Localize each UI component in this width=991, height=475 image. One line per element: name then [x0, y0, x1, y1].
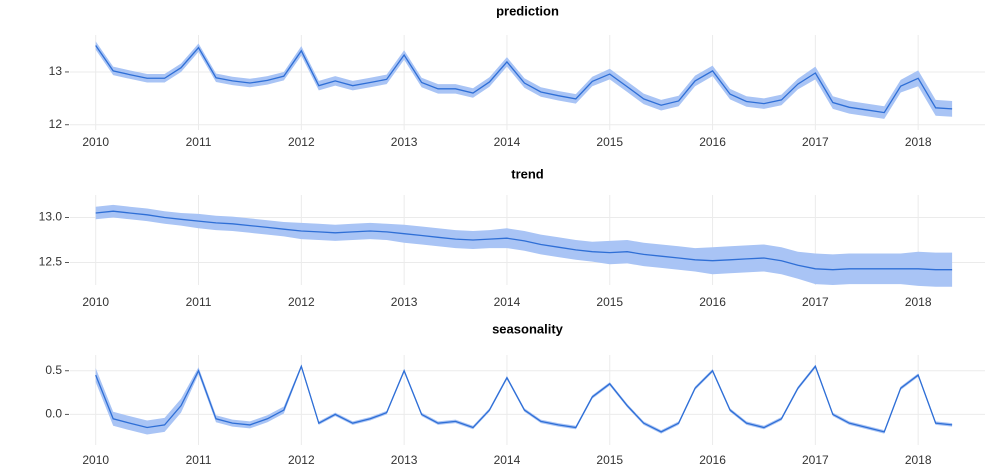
x-tick-label: 2014 [494, 295, 521, 309]
panel-title: trend [511, 166, 544, 181]
x-tick-label: 2013 [391, 453, 418, 467]
x-tick-label: 2012 [288, 295, 315, 309]
x-tick-label: 2017 [802, 135, 829, 149]
x-tick-label: 2011 [186, 295, 212, 309]
x-tick-label: 2016 [699, 453, 726, 467]
x-tick-label: 2011 [186, 453, 212, 467]
x-tick-label: 2014 [494, 135, 521, 149]
x-tick-label: 2015 [596, 135, 623, 149]
series-line [95, 45, 953, 114]
y-tick-label: 13 [49, 64, 63, 78]
x-tick-label: 2016 [699, 135, 726, 149]
x-tick-label: 2012 [288, 453, 315, 467]
uncertainty-band [95, 204, 953, 287]
x-tick-label: 2018 [905, 135, 932, 149]
x-tick-label: 2018 [905, 295, 932, 309]
series-line [95, 364, 953, 433]
x-tick-label: 2015 [596, 295, 623, 309]
x-tick-label: 2017 [802, 453, 829, 467]
x-tick-label: 2010 [82, 453, 109, 467]
x-tick-label: 2011 [186, 135, 212, 149]
y-tick-label: 13.0 [39, 210, 63, 224]
x-tick-label: 2014 [494, 453, 521, 467]
uncertainty-band [95, 364, 953, 435]
x-tick-label: 2012 [288, 135, 315, 149]
uncertainty-band [95, 41, 953, 119]
x-tick-label: 2010 [82, 135, 109, 149]
x-tick-label: 2016 [699, 295, 726, 309]
y-tick-label: 12 [49, 117, 63, 131]
x-tick-label: 2018 [905, 453, 932, 467]
x-tick-label: 2013 [391, 135, 418, 149]
x-tick-label: 2015 [596, 453, 623, 467]
y-tick-label: 0.0 [45, 407, 62, 421]
x-tick-label: 2010 [82, 295, 109, 309]
x-tick-label: 2013 [391, 295, 418, 309]
panel-title: seasonality [492, 321, 564, 336]
series-line [95, 210, 953, 271]
y-tick-label: 12.5 [39, 255, 63, 269]
panel-title: prediction [496, 3, 559, 18]
y-tick-label: 0.5 [45, 363, 62, 377]
x-tick-label: 2017 [802, 295, 829, 309]
